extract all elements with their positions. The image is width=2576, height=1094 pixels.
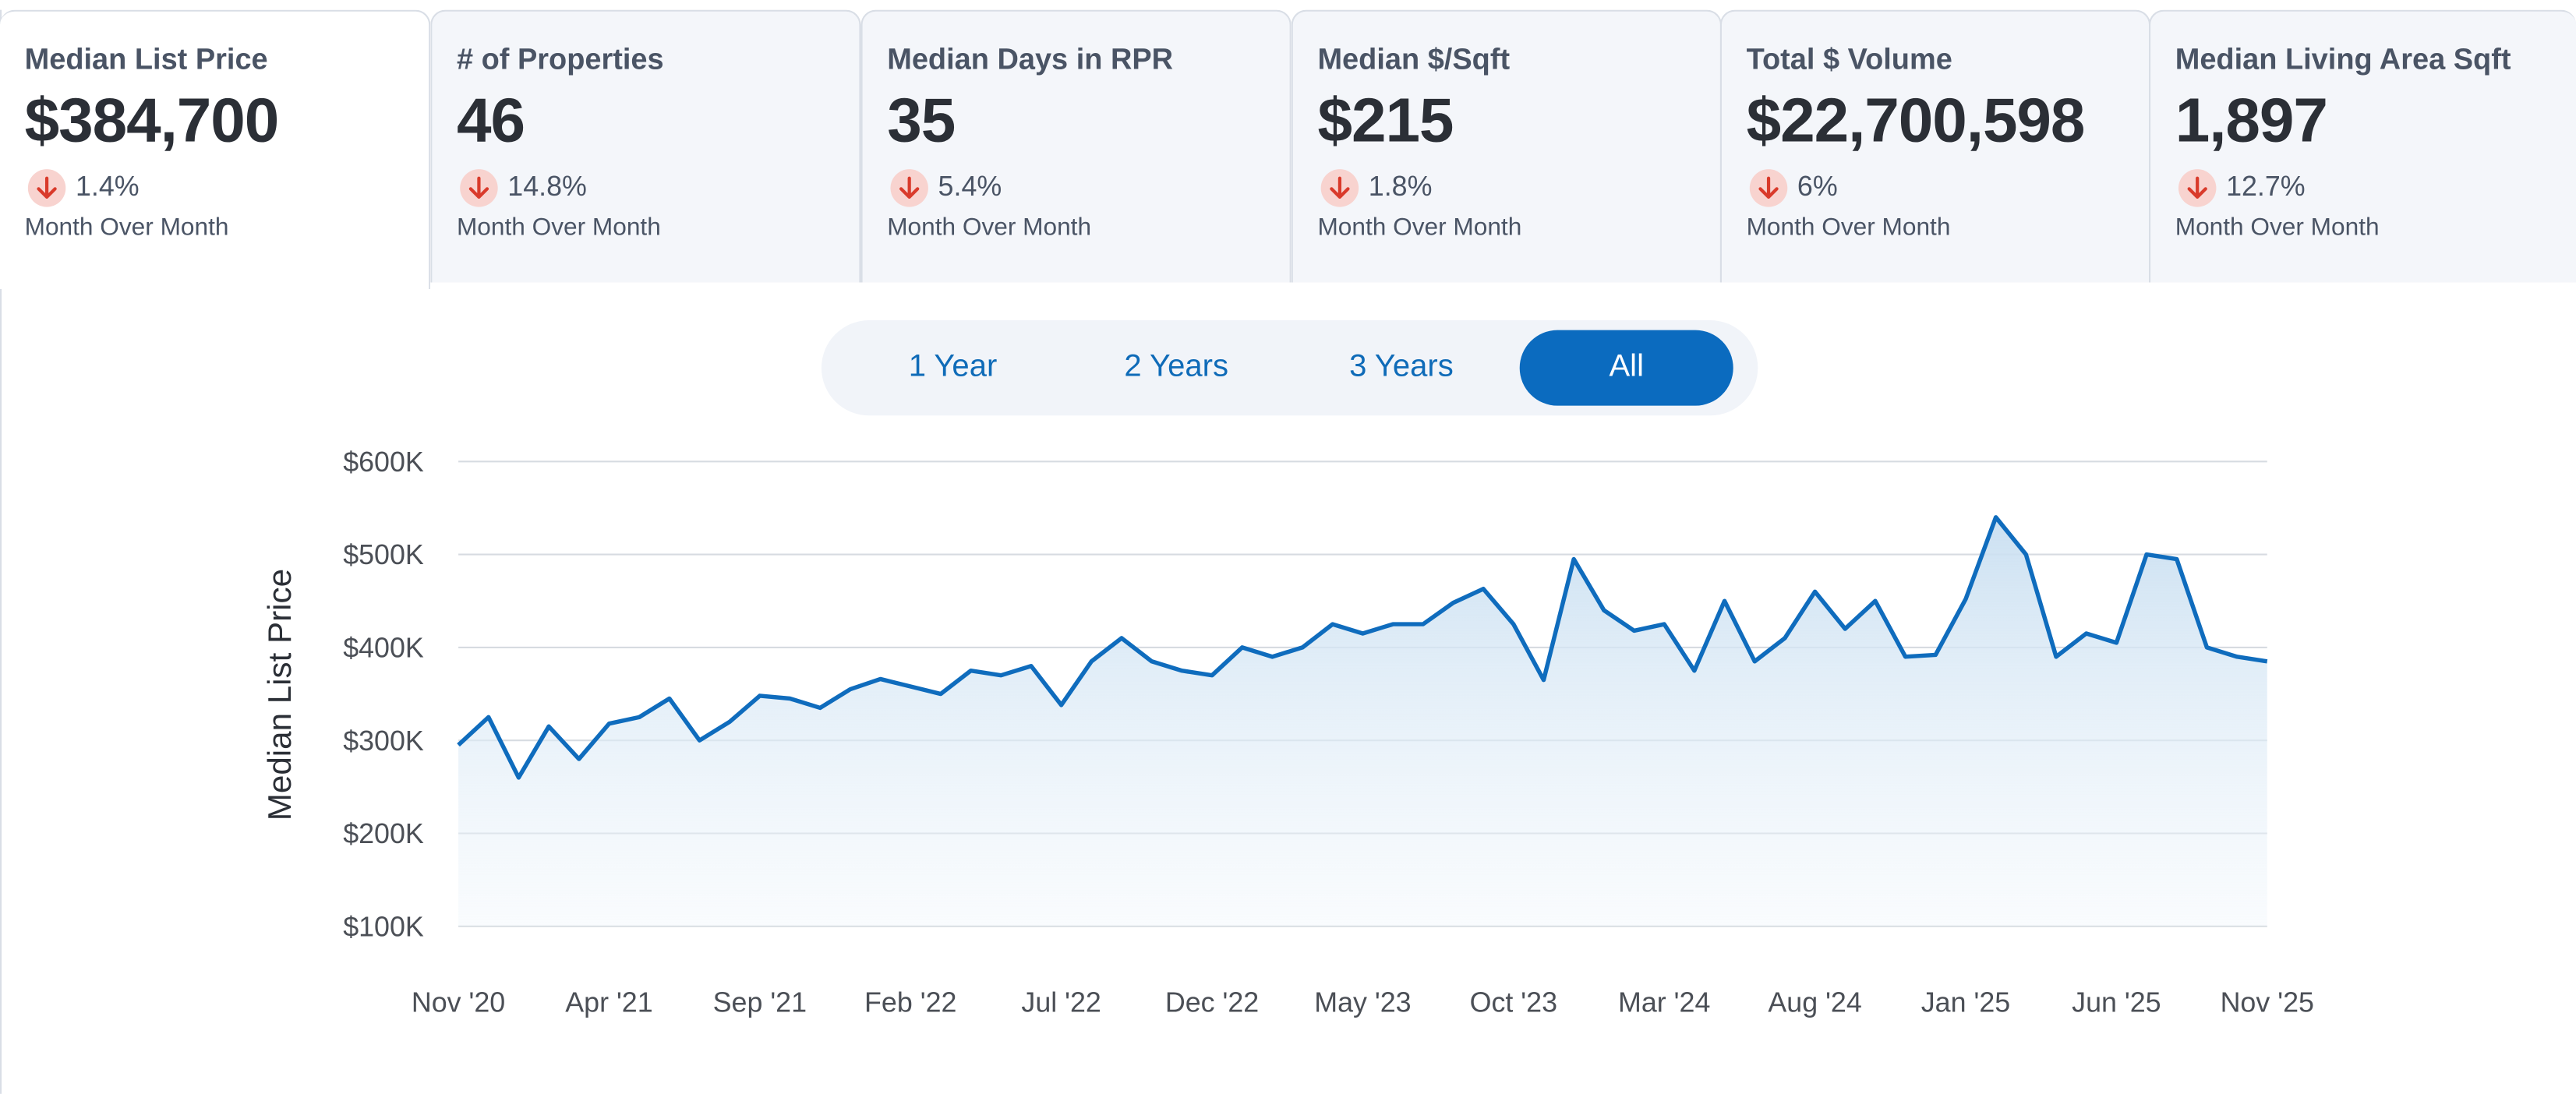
- kpi-change: 6%: [1797, 171, 1838, 203]
- kpi-change: 14.8%: [507, 171, 587, 203]
- kpi-change: 5.4%: [938, 171, 1002, 203]
- x-tick-label: Jun '25: [2072, 986, 2161, 1018]
- x-tick-label: Apr '21: [565, 986, 652, 1018]
- kpi-period: Month Over Month: [2175, 214, 2380, 242]
- x-tick-label: Dec '22: [1165, 986, 1259, 1018]
- x-tick-label: Aug '24: [1768, 986, 1861, 1018]
- kpi-value: 35: [887, 86, 956, 157]
- kpi-value: $384,700: [24, 86, 280, 157]
- range-3-years-button[interactable]: 3 Years: [1349, 349, 1454, 385]
- kpi-card-median-days[interactable]: Median Days in RPR 35 5.4% Month Over Mo…: [860, 9, 1292, 283]
- kpi-card-median-list-price[interactable]: Median List Price $384,700 1.4% Month Ov…: [0, 9, 431, 289]
- y-tick-label: $100K: [343, 911, 424, 942]
- kpi-title: Total $ Volume: [1746, 42, 1952, 76]
- arrow-down-icon: [2178, 168, 2217, 206]
- arrow-down-icon: [460, 168, 498, 206]
- arrow-down-icon: [27, 168, 66, 206]
- y-tick-label: $200K: [343, 818, 424, 849]
- arrow-down-icon: [890, 168, 928, 206]
- kpi-title: Median $/Sqft: [1317, 42, 1511, 76]
- kpi-card-properties[interactable]: # of Properties 46 14.8% Month Over Mont…: [430, 9, 861, 283]
- market-stats-widget: Median List Price $384,700 1.4% Month Ov…: [0, 9, 2576, 1094]
- kpi-value: 46: [456, 86, 525, 157]
- x-tick-label: Feb '22: [864, 986, 956, 1018]
- y-axis-title: Median List Price: [261, 569, 298, 820]
- series-area: [458, 517, 2267, 926]
- kpi-tabs: Median List Price $384,700 1.4% Month Ov…: [0, 9, 2576, 289]
- kpi-period: Month Over Month: [24, 214, 229, 242]
- kpi-card-median-price-per-sqft[interactable]: Median $/Sqft $215 1.8% Month Over Month: [1291, 9, 1722, 283]
- x-tick-label: Oct '23: [1470, 986, 1557, 1018]
- x-tick-label: Jul '22: [1021, 986, 1101, 1018]
- kpi-card-median-living-area[interactable]: Median Living Area Sqft 1,897 12.7% Mont…: [2149, 9, 2576, 283]
- kpi-title: Median Living Area Sqft: [2175, 42, 2511, 76]
- kpi-period: Month Over Month: [1317, 214, 1522, 242]
- kpi-value: $22,700,598: [1746, 86, 2086, 157]
- kpi-period: Month Over Month: [456, 214, 661, 242]
- kpi-title: # of Properties: [456, 42, 664, 76]
- kpi-change: 12.7%: [2226, 171, 2306, 203]
- x-tick-label: May '23: [1314, 986, 1411, 1018]
- time-range-toggle: 1 Year 2 Years 3 Years All: [821, 320, 1758, 416]
- range-2-years-button[interactable]: 2 Years: [1124, 349, 1229, 385]
- median-list-price-chart: $100K $200K $300K $400K $500K $600K Nov '20 Ap…: [261, 446, 2314, 1018]
- x-tick-label: Jan '25: [1921, 986, 2010, 1018]
- kpi-card-total-volume[interactable]: Total $ Volume $22,700,598 6% Month Over…: [1719, 9, 2151, 283]
- range-1-year-button[interactable]: 1 Year: [908, 349, 998, 385]
- arrow-down-icon: [1320, 168, 1359, 206]
- kpi-value: $215: [1317, 86, 1454, 157]
- kpi-period: Month Over Month: [887, 214, 1092, 242]
- arrow-down-icon: [1749, 168, 1788, 206]
- y-tick-label: $400K: [343, 633, 424, 664]
- kpi-title: Median List Price: [24, 42, 268, 76]
- x-tick-label: Nov '20: [412, 986, 505, 1018]
- x-tick-label: Mar '24: [1618, 986, 1710, 1018]
- x-tick-label: Sep '21: [713, 986, 807, 1018]
- y-tick-label: $600K: [343, 446, 424, 478]
- x-tick-label: Nov '25: [2221, 986, 2314, 1018]
- page-frame: [0, 9, 2573, 1094]
- kpi-change: 1.4%: [75, 171, 140, 203]
- range-all-button[interactable]: All: [1519, 330, 1733, 406]
- y-tick-label: $300K: [343, 725, 424, 757]
- kpi-change: 1.8%: [1368, 171, 1433, 203]
- y-tick-label: $500K: [343, 539, 424, 570]
- kpi-title: Median Days in RPR: [887, 42, 1174, 76]
- kpi-period: Month Over Month: [1746, 214, 1951, 242]
- series-line: [457, 515, 2268, 780]
- kpi-value: 1,897: [2175, 86, 2328, 157]
